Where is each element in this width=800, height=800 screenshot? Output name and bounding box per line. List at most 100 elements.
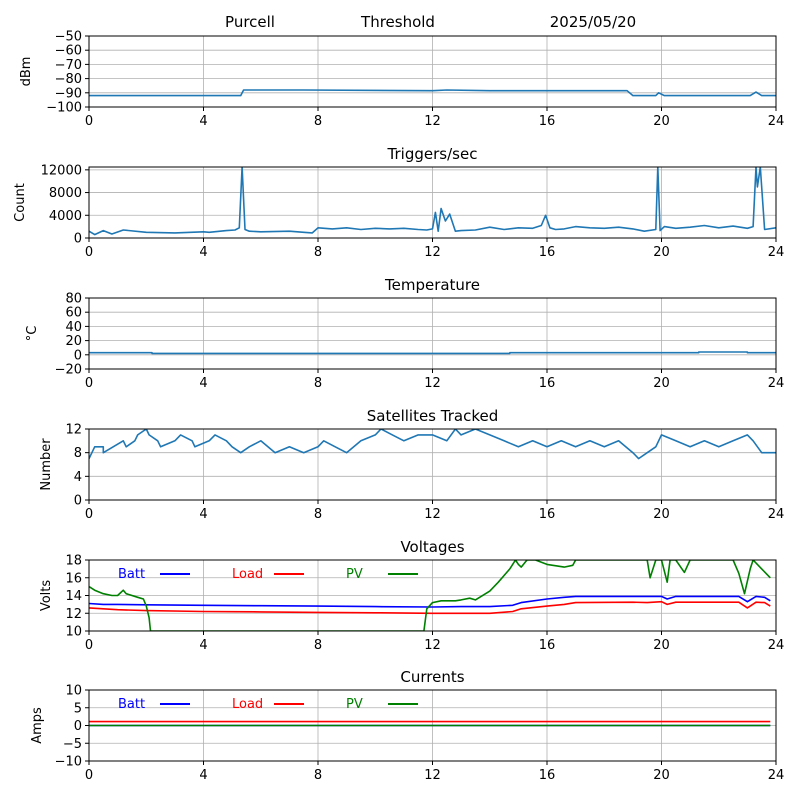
y-axis-label: Amps <box>30 707 45 744</box>
x-tick-label: 8 <box>314 507 322 522</box>
series-line <box>89 429 776 460</box>
header-date: 2025/05/20 <box>550 13 636 31</box>
y-axis-label: Number <box>39 438 54 491</box>
series-line <box>89 89 776 97</box>
legend-label-load: Load <box>232 697 263 712</box>
x-tick-label: 4 <box>199 768 207 783</box>
x-tick-label: 4 <box>199 638 207 653</box>
x-tick-label: 20 <box>653 768 670 783</box>
x-tick-label: 24 <box>768 245 785 260</box>
y-tick-label: 10 <box>65 684 82 699</box>
y-axis-label: °C <box>25 326 40 342</box>
y-tick-label: 14 <box>65 589 82 604</box>
legend-label-pv: PV <box>346 697 363 712</box>
legend-label-batt: Batt <box>118 697 145 712</box>
y-tick-label: 4 <box>74 470 82 485</box>
x-tick-label: 12 <box>424 768 441 783</box>
y-tick-label: 12000 <box>41 163 82 178</box>
y-tick-label: 16 <box>65 571 82 586</box>
x-tick-label: 8 <box>314 245 322 260</box>
y-tick-label: 10 <box>65 625 82 640</box>
x-tick-label: 12 <box>424 245 441 260</box>
y-tick-label: −10 <box>55 755 82 770</box>
x-tick-label: 0 <box>85 638 93 653</box>
y-axis-label: Count <box>13 183 28 222</box>
y-tick-label: 0 <box>74 719 82 734</box>
panel-1: 0 4 8 12 16 20 24 −100−90−80−70−60−50 dBm <box>19 30 784 130</box>
y-tick-label: −20 <box>55 363 82 378</box>
y-tick-label: 5 <box>74 701 82 716</box>
y-tick-label: −100 <box>46 101 82 116</box>
series-group <box>89 89 776 97</box>
x-tick-label: 4 <box>199 245 207 260</box>
y-tick-label: −60 <box>55 44 82 59</box>
y-tick-label: 8 <box>74 446 82 461</box>
panel-title: Temperature <box>384 276 480 294</box>
header-mode: Threshold <box>360 13 435 31</box>
x-tick-label: 16 <box>539 245 556 260</box>
series-pv-line <box>89 560 771 631</box>
x-tick-label: 20 <box>653 507 670 522</box>
x-tick-label: 0 <box>85 768 93 783</box>
panel-title: Currents <box>400 668 464 686</box>
x-tick-label: 20 <box>653 114 670 129</box>
x-tick-label: 12 <box>424 638 441 653</box>
panel-title: Triggers/sec <box>387 145 478 163</box>
panel-title: Voltages <box>400 538 464 556</box>
x-tick-label: 12 <box>424 376 441 391</box>
series-group <box>89 351 776 355</box>
y-tick-label: −90 <box>55 86 82 101</box>
x-tick-label: 0 <box>85 507 93 522</box>
y-tick-label: 20 <box>65 334 82 349</box>
x-tick-label: 4 <box>199 114 207 129</box>
y-axis-label: Volts <box>39 580 54 612</box>
y-tick-label: 4000 <box>49 209 82 224</box>
series-line <box>89 167 776 236</box>
panel-4: 0 4 8 12 16 20 24 0 4 8 12 Satellites Tracked Number <box>39 407 784 522</box>
x-tick-label: 16 <box>539 376 556 391</box>
x-tick-label: 24 <box>768 638 785 653</box>
y-tick-label: 60 <box>65 306 82 321</box>
x-tick-label: 4 <box>199 507 207 522</box>
panel-title: Satellites Tracked <box>367 407 498 425</box>
x-tick-label: 24 <box>768 376 785 391</box>
header-station: Purcell <box>225 13 275 31</box>
y-axis-label: dBm <box>19 57 34 87</box>
x-tick-label: 12 <box>424 114 441 129</box>
series-group <box>89 720 771 727</box>
x-tick-label: 24 <box>768 114 785 129</box>
x-tick-label: 0 <box>85 114 93 129</box>
x-tick-label: 24 <box>768 507 785 522</box>
series-load-line <box>89 600 771 615</box>
panel-6: 0 4 8 12 16 20 24 −10 −5 0 5 10 Currents Amps Batt Load… <box>30 668 784 783</box>
x-tick-label: 8 <box>314 376 322 391</box>
y-tick-label: 0 <box>74 348 82 363</box>
x-tick-label: 0 <box>85 376 93 391</box>
series-group <box>89 560 771 631</box>
y-tick-label: 0 <box>74 494 82 509</box>
legend-label-load: Load <box>232 567 263 582</box>
legend-label-batt: Batt <box>118 567 145 582</box>
y-tick-label: −5 <box>63 737 82 752</box>
x-tick-label: 8 <box>314 638 322 653</box>
x-tick-label: 12 <box>424 507 441 522</box>
panel-5: 0 4 8 12 16 20 24 10 12 14 16 18 Voltages Volts Batt Lo… <box>39 538 784 653</box>
x-tick-label: 8 <box>314 114 322 129</box>
y-tick-label: −50 <box>55 30 82 45</box>
x-tick-label: 24 <box>768 768 785 783</box>
y-tick-label: 18 <box>65 554 82 569</box>
series-group <box>89 429 776 460</box>
y-tick-label: 8000 <box>49 186 82 201</box>
x-tick-label: 8 <box>314 768 322 783</box>
y-tick-label: 0 <box>74 232 82 247</box>
series-batt-line <box>89 595 771 608</box>
y-tick-label: 12 <box>65 423 82 438</box>
x-tick-label: 20 <box>653 376 670 391</box>
y-tick-label: 12 <box>65 607 82 622</box>
y-tick-label: −80 <box>55 72 82 87</box>
x-tick-label: 16 <box>539 507 556 522</box>
series-group <box>89 167 776 236</box>
